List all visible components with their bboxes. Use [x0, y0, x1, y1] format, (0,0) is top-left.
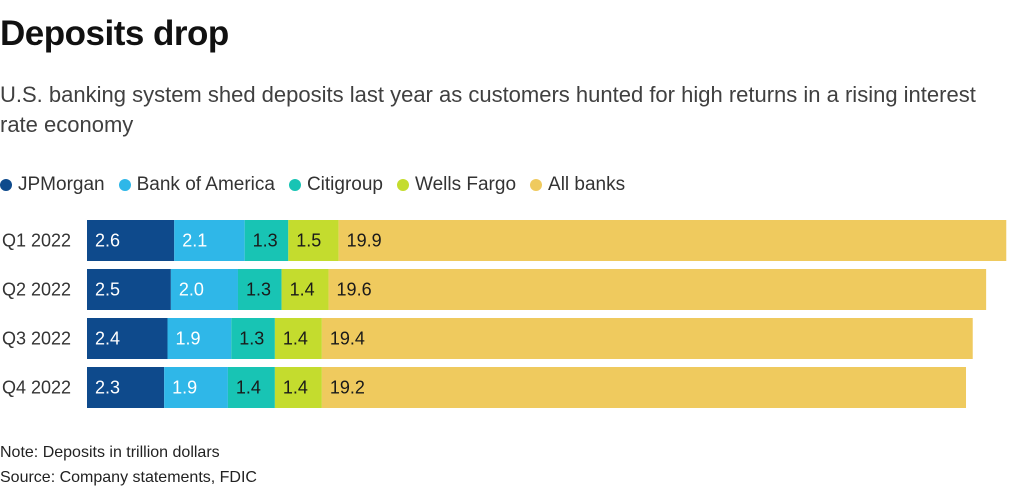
category-label: Q2 2022 [2, 280, 71, 300]
category-label: Q3 2022 [2, 329, 71, 349]
data-label: 19.2 [330, 378, 365, 398]
bar-segment [274, 367, 322, 408]
legend-label: Bank of America [136, 174, 275, 195]
data-label: 1.4 [236, 378, 261, 398]
data-label: 1.3 [253, 231, 278, 251]
data-label: 19.6 [337, 280, 372, 300]
legend: JPMorgan Bank of America Citigroup Wells Fa… [0, 174, 639, 196]
data-label: 1.4 [283, 378, 308, 398]
footer: Note: Deposits in trillion dollars Sourc… [0, 440, 257, 490]
bar-segment [174, 220, 245, 261]
data-label: 2.1 [182, 231, 207, 251]
legend-item: JPMorgan [0, 174, 105, 196]
legend-swatch [118, 179, 131, 191]
bar-segment [167, 318, 232, 359]
bar-segment [87, 269, 171, 310]
bar-segment [231, 318, 275, 359]
bar-segment [321, 318, 973, 359]
data-label: 2.5 [95, 280, 120, 300]
legend-item: All banks [530, 174, 625, 196]
legend-item: Bank of America [118, 174, 275, 196]
legend-label: All banks [548, 174, 626, 195]
legend-item: Wells Fargo [397, 174, 516, 196]
bar-segment [328, 269, 987, 310]
data-label: 1.9 [172, 378, 197, 398]
legend-label: JPMorgan [18, 174, 105, 195]
data-label: 1.3 [239, 329, 264, 349]
legend-label: Citigroup [306, 174, 383, 195]
legend-swatch [0, 179, 12, 191]
bar-segment [288, 220, 339, 261]
chart-subtitle: U.S. banking system shed deposits last y… [0, 82, 976, 137]
stacked-bar-chart: Q1 2022 2.6 2.1 1.3 1.5 19.9 Q2 2022 2.5 2.0 1.3 1… [2, 220, 1007, 408]
bar-segment [338, 220, 1007, 261]
data-label: 2.6 [95, 231, 120, 251]
legend-swatch [530, 179, 543, 191]
data-label: 1.5 [296, 231, 321, 251]
bar-segment [237, 269, 282, 310]
category-label: Q1 2022 [2, 231, 71, 251]
data-label: 2.0 [179, 280, 204, 300]
bar-segment [87, 220, 175, 261]
legend-swatch [288, 179, 301, 191]
legend-swatch [397, 179, 409, 191]
legend-item: Citigroup [288, 174, 383, 196]
bar-segment [321, 367, 967, 408]
chart-title: Deposits drop [0, 14, 229, 53]
data-label: 19.4 [330, 329, 365, 349]
bar-segment [87, 318, 168, 359]
bar-segment [244, 220, 289, 261]
data-label: 2.3 [95, 378, 120, 398]
bar-segment [164, 367, 228, 408]
bar-segment [274, 318, 322, 359]
chart-source: Source: Company statements, FDIC [0, 469, 257, 486]
data-label: 1.9 [176, 329, 201, 349]
data-label: 2.4 [95, 329, 120, 349]
bar-segment [281, 269, 329, 310]
legend-label: Wells Fargo [415, 174, 517, 195]
chart-note: Note: Deposits in trillion dollars [0, 444, 220, 461]
category-label: Q4 2022 [2, 378, 71, 398]
data-label: 1.4 [283, 329, 308, 349]
bar-segment [227, 367, 275, 408]
data-label: 1.4 [290, 280, 315, 300]
data-label: 1.3 [246, 280, 271, 300]
data-label: 19.9 [347, 231, 382, 251]
bar-segment [87, 367, 165, 408]
bar-segment [170, 269, 238, 310]
